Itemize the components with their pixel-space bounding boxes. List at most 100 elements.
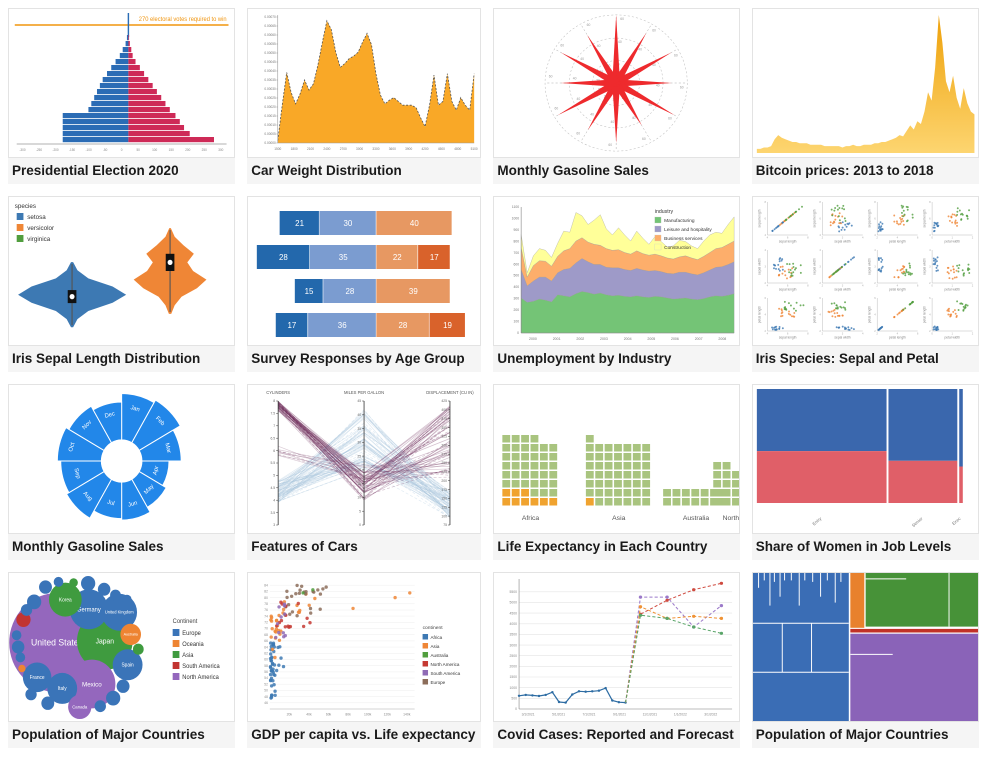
card-women-jobs[interactable]: Entry Senior Exec Share of Women in Job Le… — [751, 384, 979, 560]
svg-text:6: 6 — [819, 216, 821, 220]
svg-text:100: 100 — [514, 320, 520, 324]
svg-text:6: 6 — [929, 296, 931, 300]
svg-text:MILES PER GALLON: MILES PER GALLON — [344, 390, 384, 395]
svg-text:150: 150 — [442, 497, 448, 501]
svg-text:Africa: Africa — [522, 515, 540, 522]
svg-text:sepal length: sepal length — [779, 335, 797, 339]
svg-text:United States: United States — [31, 638, 84, 648]
svg-text:84: 84 — [265, 583, 269, 587]
svg-text:2: 2 — [821, 284, 823, 288]
svg-text:4800: 4800 — [455, 147, 462, 151]
svg-text:0.00065: 0.00065 — [265, 24, 277, 28]
svg-text:6: 6 — [917, 284, 919, 288]
card-election[interactable]: 270 electoral votes required to win -300 -… — [8, 8, 236, 184]
chart-title: Life Expectancy in Each Country — [493, 534, 740, 560]
svg-text:2007: 2007 — [695, 337, 703, 341]
svg-text:66: 66 — [265, 639, 269, 643]
svg-text:48: 48 — [265, 695, 269, 699]
svg-text:sepal width: sepal width — [867, 258, 871, 275]
svg-text:sepal width: sepal width — [757, 258, 761, 275]
svg-text:petal width: petal width — [944, 335, 960, 339]
svg-text:0.00050: 0.00050 — [265, 51, 277, 55]
svg-text:4.5: 4.5 — [271, 486, 276, 490]
card-survey[interactable]: 21 30 40 28 35 22 17 15 28 39 17 36 28 19 Survey Resp… — [247, 196, 482, 372]
svg-text:Entry: Entry — [811, 515, 822, 526]
card-life-expectancy[interactable]: Africa Asia Australia North Am Life Expecta… — [493, 384, 740, 560]
svg-text:petal length: petal length — [922, 306, 926, 324]
svg-text:6: 6 — [819, 296, 821, 300]
svg-text:Europe: Europe — [182, 631, 201, 637]
svg-text:6: 6 — [917, 236, 919, 240]
svg-text:9/1/2021: 9/1/2021 — [613, 713, 626, 717]
card-population-bubbles[interactable]: United States Japan Mexico Germany United Ki… — [8, 572, 236, 748]
unemployment-stacked-area-chart: 0 100 200 300 400 500 600 700 800 900 1000 1100 2000… — [493, 196, 740, 346]
svg-text:North America: North America — [182, 675, 219, 681]
svg-text:setosa: setosa — [27, 214, 46, 221]
svg-text:Asia: Asia — [431, 644, 440, 649]
card-gdp-life[interactable]: 46 48 50 52 54 56 58 60 62 64 66 68 70 72 74 76 78 80 82 84… — [247, 572, 482, 748]
svg-text:500: 500 — [512, 697, 518, 701]
svg-text:continent: continent — [423, 625, 444, 631]
card-gasoline-rose[interactable]: Jan Feb Mar Apr May Jun Jul Aug Sep Oct Nov Dec Mon… — [8, 384, 236, 560]
svg-text:Exec: Exec — [951, 515, 962, 526]
svg-text:40: 40 — [618, 40, 622, 44]
svg-text:5000: 5000 — [510, 601, 518, 605]
card-bitcoin[interactable]: Bitcoin prices: 2013 to 2018 — [751, 8, 979, 184]
svg-text:60: 60 — [549, 74, 553, 78]
iris-violin-chart: species setosa versicolor virginica — [8, 196, 236, 346]
card-population-treemap[interactable]: Population of Major Countries — [751, 572, 979, 748]
scatter-canvas: 46 48 50 52 54 56 58 60 62 64 66 68 70 72 74 76 78 80 82 84… — [265, 583, 461, 716]
svg-text:60: 60 — [669, 116, 673, 120]
card-car-weight[interactable]: 0.00000 0.00005 0.00010 0.00015 0.00020 0.000… — [247, 8, 482, 184]
svg-text:Australia: Australia — [431, 653, 449, 658]
svg-text:Leisure and hospitality: Leisure and hospitality — [665, 227, 713, 232]
svg-text:225: 225 — [442, 470, 448, 474]
svg-text:2: 2 — [876, 284, 878, 288]
car-parallel-coordinates-chart: CYLINDERS 8 7.5 7 6.5 6 5.5 5 4.5 4 3.5 3 MILES PER … — [247, 384, 482, 534]
svg-text:60: 60 — [680, 86, 684, 90]
card-iris-splom[interactable]: sepal length sepal length 4 6 8 4 6 8 sepal widt… — [751, 196, 979, 372]
svg-text:0: 0 — [121, 148, 123, 152]
card-covid[interactable]: 0 500 1000 1500 2000 2500 3000 3500 4000 4500 5000… — [493, 572, 740, 748]
svg-text:0.00010: 0.00010 — [265, 123, 277, 127]
svg-text:28: 28 — [399, 321, 408, 330]
svg-text:Continent: Continent — [173, 619, 198, 625]
gasoline-rose-chart: Jan Feb Mar Apr May Jun Jul Aug Sep Oct Nov Dec — [8, 384, 236, 534]
svg-text:40: 40 — [649, 103, 653, 107]
svg-text:Korea: Korea — [59, 597, 72, 603]
iris-splom-chart: sepal length sepal length 4 6 8 4 6 8 sepal widt… — [751, 196, 979, 346]
svg-text:400: 400 — [514, 285, 520, 289]
svg-text:3.5: 3.5 — [271, 511, 276, 515]
chart-title: Population of Major Countries — [8, 722, 236, 748]
svg-text:United Kingdom: United Kingdom — [105, 610, 134, 615]
svg-text:80: 80 — [265, 596, 269, 600]
svg-text:100: 100 — [152, 148, 157, 152]
svg-text:5100: 5100 — [471, 147, 478, 151]
svg-text:Spain: Spain — [121, 662, 134, 668]
svg-text:40: 40 — [597, 44, 601, 48]
svg-text:versicolor: versicolor — [27, 225, 55, 232]
svg-text:0: 0 — [359, 523, 361, 527]
svg-text:4: 4 — [862, 332, 864, 336]
svg-text:3: 3 — [874, 264, 876, 268]
svg-text:4: 4 — [874, 233, 876, 237]
svg-text:Construction: Construction — [665, 245, 692, 250]
svg-text:3000: 3000 — [356, 147, 363, 151]
card-unemployment[interactable]: 0 100 200 300 400 500 600 700 800 900 1000 1100 2000… — [493, 196, 740, 372]
svg-text:4000: 4000 — [510, 622, 518, 626]
svg-text:4: 4 — [764, 248, 766, 252]
svg-text:17: 17 — [288, 321, 297, 330]
chart-title: Car Weight Distribution — [247, 158, 482, 184]
svg-text:Canada: Canada — [72, 704, 88, 709]
svg-text:0: 0 — [931, 284, 933, 288]
svg-text:0.00070: 0.00070 — [265, 15, 277, 19]
svg-text:2400: 2400 — [324, 147, 331, 151]
svg-text:2500: 2500 — [510, 654, 518, 658]
card-car-parallel[interactable]: CYLINDERS 8 7.5 7 6.5 6 5.5 5 4.5 4 3.5 3 MILES PER … — [247, 384, 482, 560]
card-gasoline-radar[interactable]: 2040602040602040602040602040602040602040… — [493, 8, 740, 184]
svg-text:2: 2 — [764, 281, 766, 285]
svg-text:petal length: petal length — [889, 335, 906, 339]
card-iris-violin[interactable]: species setosa versicolor virginica Iris Se… — [8, 196, 236, 372]
bitcoin-area-chart — [751, 8, 979, 158]
